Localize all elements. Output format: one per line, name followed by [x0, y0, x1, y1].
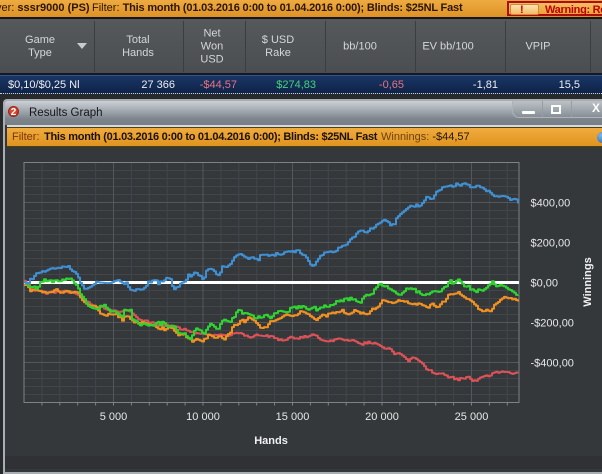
svg-text:20 000: 20 000 — [365, 411, 399, 423]
svg-text:5 000: 5 000 — [100, 411, 128, 423]
svg-text:$0,00: $0,00 — [531, 278, 559, 290]
svg-text:-$400,00: -$400,00 — [531, 358, 574, 370]
svg-text:25 000: 25 000 — [455, 411, 489, 423]
svg-text:15 000: 15 000 — [276, 411, 310, 423]
svg-text:Hands: Hands — [254, 435, 288, 447]
svg-text:Winnings: Winnings — [582, 257, 594, 306]
svg-text:$200,00: $200,00 — [531, 238, 571, 250]
svg-text:10 000: 10 000 — [186, 411, 220, 423]
svg-text:-$200,00: -$200,00 — [531, 318, 574, 330]
svg-text:$400,00: $400,00 — [531, 198, 571, 210]
